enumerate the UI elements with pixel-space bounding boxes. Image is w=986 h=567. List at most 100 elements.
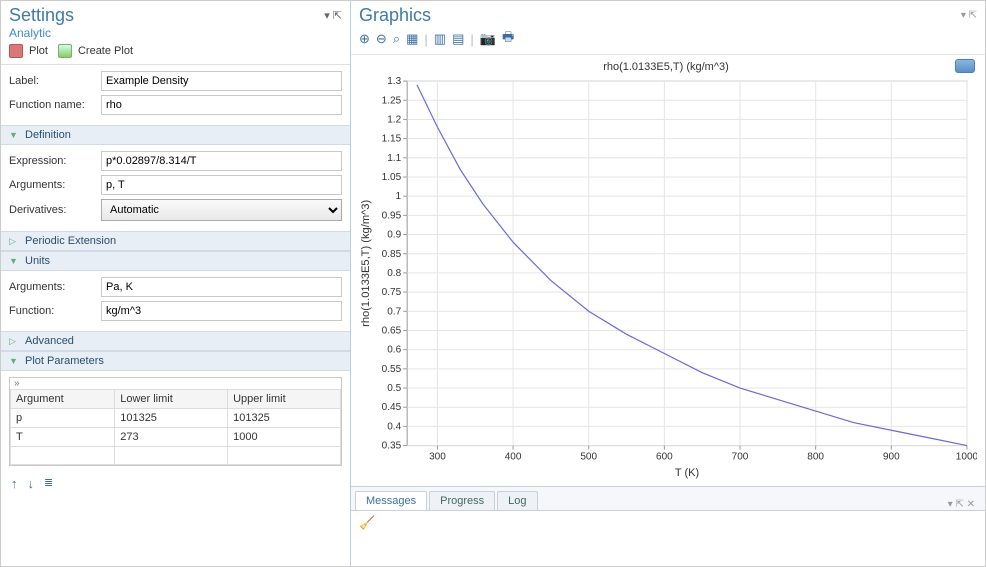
expression-input[interactable] [101,151,342,171]
plot-params-table: » Argument Lower limit Upper limit p1013… [9,377,342,466]
svg-text:0.8: 0.8 [387,268,401,279]
tab-log[interactable]: Log [497,491,537,510]
graphics-toolbar: ⊕ ⊖ ⌕ ▦ | ▥ ▤ | 📷 🖶 [351,26,985,55]
svg-text:0.65: 0.65 [382,325,402,336]
table-row[interactable]: T2731000 [11,428,341,447]
section-periodic[interactable]: Periodic Extension [1,231,350,251]
table-cell[interactable]: T [11,428,115,447]
svg-text:1.05: 1.05 [382,172,402,183]
tab-messages[interactable]: Messages [355,491,427,510]
section-plot-params[interactable]: Plot Parameters [1,351,350,371]
caret-icon [9,356,19,366]
plot-params-h2: Upper limit [228,390,341,409]
svg-text:0.9: 0.9 [387,230,401,241]
definition-body: Expression: Arguments: Derivatives: Auto… [1,145,350,231]
units-arguments-input[interactable] [101,277,342,297]
settings-subtitle: Analytic [1,26,350,42]
zoom-out-icon[interactable]: ⊖ [376,31,387,47]
svg-text:0.35: 0.35 [382,441,402,452]
caret-icon [9,236,19,247]
svg-text:0.85: 0.85 [382,249,402,260]
chart-svg: 0.350.40.450.50.550.60.650.70.750.80.850… [355,75,977,480]
svg-text:300: 300 [429,452,446,463]
settings-form-top: Label: Function name: [1,65,350,125]
create-plot-icon[interactable] [58,44,72,58]
create-plot-button[interactable]: Create Plot [78,45,133,57]
settings-window-controls[interactable]: ▾ ⇱ [324,9,342,22]
def-arguments-caption: Arguments: [9,179,95,191]
section-periodic-label: Periodic Extension [25,235,116,247]
expression-caption: Expression: [9,155,95,167]
svg-text:1.25: 1.25 [382,95,402,106]
plot-icon[interactable] [9,44,23,58]
function-name-caption: Function name: [9,99,95,111]
table-cell[interactable]: 101325 [115,409,228,428]
svg-text:1: 1 [396,191,402,202]
bottom-window-controls[interactable]: ▾ ⇱ ✕ [948,499,981,510]
grid1-icon[interactable]: ▥ [434,31,446,47]
section-advanced[interactable]: Advanced [1,331,350,351]
svg-text:500: 500 [580,452,597,463]
table-cell[interactable] [115,447,228,465]
table-cell[interactable]: 1000 [228,428,341,447]
settings-title-bar: Settings ▾ ⇱ [1,1,350,26]
print-icon[interactable]: 🖶 [502,28,514,50]
svg-text:1.3: 1.3 [387,76,401,87]
def-arguments-input[interactable] [101,175,342,195]
zoom-box-icon[interactable]: ⌕ [393,31,400,47]
messages-body: 🧹 [351,511,985,566]
settings-panel: Settings ▾ ⇱ Analytic Plot Create Plot L… [1,1,351,566]
function-name-input[interactable] [101,95,342,115]
svg-text:600: 600 [656,452,673,463]
table-cell[interactable] [228,447,341,465]
settings-toolbar: Plot Create Plot [1,42,350,65]
label-caption: Label: [9,75,95,87]
derivatives-select[interactable]: Automatic [101,199,342,221]
derivatives-caption: Derivatives: [9,204,95,216]
units-function-input[interactable] [101,301,342,321]
plot-params-h0: Argument [11,390,115,409]
caret-icon [9,336,19,347]
plot-params-tools: ↑ ↓ ≣ [1,472,350,495]
svg-text:0.45: 0.45 [382,402,402,413]
bottom-tabs: Messages Progress Log ▾ ⇱ ✕ [351,487,985,511]
move-up-icon[interactable]: ↑ [11,476,18,491]
table-row[interactable] [11,447,341,465]
table-row[interactable]: p101325101325 [11,409,341,428]
svg-text:1.2: 1.2 [387,114,401,125]
right-panel: Graphics ▾ ⇱ ⊕ ⊖ ⌕ ▦ | ▥ ▤ | 📷 🖶 rho(1.0… [351,1,985,566]
zoom-in-icon[interactable]: ⊕ [359,31,370,47]
svg-text:0.4: 0.4 [387,421,401,432]
units-body: Arguments: Function: [1,271,350,331]
table-cell[interactable]: 101325 [228,409,341,428]
graphics-title: Graphics [359,5,431,26]
svg-text:900: 900 [883,452,900,463]
svg-text:1000: 1000 [956,452,977,463]
plot-button[interactable]: Plot [29,45,48,57]
label-input[interactable] [101,71,342,91]
plot-params-h1: Lower limit [115,390,228,409]
tab-progress[interactable]: Progress [429,491,495,510]
svg-text:400: 400 [505,452,522,463]
move-down-icon[interactable]: ↓ [28,476,35,491]
list-icon[interactable]: ≣ [44,476,53,491]
zoom-extents-icon[interactable]: ▦ [406,31,418,47]
section-units[interactable]: Units [1,251,350,271]
section-definition[interactable]: Definition [1,125,350,145]
graphics-title-bar: Graphics ▾ ⇱ [351,1,985,26]
table-corner[interactable]: » [10,378,341,389]
svg-text:0.75: 0.75 [382,287,402,298]
grid2-icon[interactable]: ▤ [452,31,464,47]
section-plot-params-label: Plot Parameters [25,355,104,367]
svg-text:0.5: 0.5 [387,383,401,394]
chart-container: rho(1.0133E5,T) (kg/m^3) 0.350.40.450.50… [351,55,985,486]
camera-icon[interactable]: 📷 [480,31,496,47]
graphics-window-controls[interactable]: ▾ ⇱ [961,10,977,21]
caret-icon [9,256,19,266]
table-cell[interactable] [11,447,115,465]
table-cell[interactable]: 273 [115,428,228,447]
settings-title: Settings [9,5,74,26]
broom-icon[interactable]: 🧹 [359,515,375,530]
table-cell[interactable]: p [11,409,115,428]
bottom-panel: Messages Progress Log ▾ ⇱ ✕ 🧹 [351,486,985,566]
